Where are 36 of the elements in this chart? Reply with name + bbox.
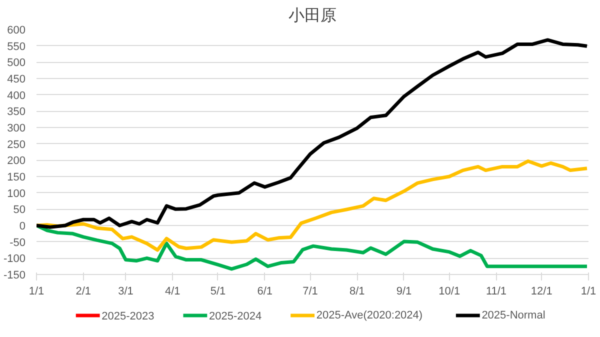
y-tick-label: 400 [7, 90, 26, 102]
x-tick-label: 8/1 [349, 286, 365, 298]
x-tick-label: 7/1 [302, 286, 318, 298]
y-tick-label: -50 [10, 236, 26, 249]
x-tick-label: 9/1 [396, 286, 412, 298]
y-tick-label: 500 [7, 57, 26, 70]
y-tick-label: 450 [7, 74, 26, 86]
line-series [36, 159, 588, 252]
legend-label: 2025-2024 [209, 310, 262, 322]
y-tick-label: 50 [13, 204, 26, 216]
y-tick-label: 150 [7, 172, 26, 184]
legend-label: 2025-Ave(2020:2024) [316, 310, 423, 322]
y-tick-label: 600 [7, 24, 26, 36]
x-tick-label: 1/1 [580, 286, 596, 298]
y-tick-label: 100 [7, 188, 26, 200]
y-tick-label: 350 [7, 106, 26, 118]
x-tick-label: 3/1 [118, 286, 134, 298]
y-tick-label: 0 [19, 220, 26, 232]
x-tick-label: 2/1 [76, 286, 92, 298]
x-tick-label: 11/1 [486, 286, 507, 298]
legend-label: 2025-2023 [102, 310, 154, 322]
x-tick-label: 12/1 [530, 286, 552, 298]
line-series [36, 38, 588, 229]
y-tick-label: -150 [3, 270, 26, 282]
x-tick-label: 5/1 [210, 286, 226, 298]
legend-label: 2025-Normal [482, 310, 546, 322]
x-tick-label: 4/1 [164, 286, 180, 298]
chart-title: 小田原 [288, 6, 336, 24]
x-tick-label: 10/1 [438, 286, 460, 298]
y-tick-label: -100 [3, 253, 26, 266]
y-tick-label: 300 [7, 122, 26, 134]
y-tick-label: 200 [7, 155, 26, 168]
x-tick-label: 1/1 [28, 286, 44, 298]
y-tick-label: 250 [7, 138, 26, 151]
x-tick-label: 6/1 [257, 286, 273, 298]
y-tick-label: 550 [7, 40, 26, 53]
